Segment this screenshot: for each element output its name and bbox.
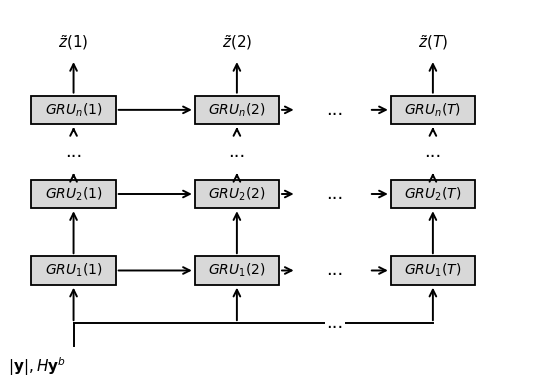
- Text: $GRU_1(1)$: $GRU_1(1)$: [45, 262, 102, 279]
- Text: ...: ...: [326, 101, 344, 119]
- FancyBboxPatch shape: [31, 95, 116, 124]
- FancyBboxPatch shape: [195, 180, 279, 208]
- FancyBboxPatch shape: [195, 256, 279, 285]
- Text: ...: ...: [326, 185, 344, 203]
- Text: ...: ...: [326, 314, 344, 332]
- Text: $GRU_n(2)$: $GRU_n(2)$: [208, 101, 266, 119]
- FancyBboxPatch shape: [31, 256, 116, 285]
- Text: $GRU_n(T)$: $GRU_n(T)$: [404, 101, 461, 119]
- FancyBboxPatch shape: [390, 95, 475, 124]
- Text: $|\mathbf{y}|, H\mathbf{y}^b$: $|\mathbf{y}|, H\mathbf{y}^b$: [8, 355, 66, 378]
- Text: $\tilde{z}(2)$: $\tilde{z}(2)$: [222, 33, 252, 52]
- Text: ...: ...: [424, 143, 442, 161]
- Text: $GRU_2(1)$: $GRU_2(1)$: [45, 185, 102, 203]
- Text: $\tilde{z}(T)$: $\tilde{z}(T)$: [418, 33, 448, 52]
- Text: ...: ...: [326, 262, 344, 279]
- FancyBboxPatch shape: [390, 180, 475, 208]
- Text: $GRU_1(T)$: $GRU_1(T)$: [404, 262, 461, 279]
- Text: $GRU_2(2)$: $GRU_2(2)$: [208, 185, 266, 203]
- Text: $GRU_2(T)$: $GRU_2(T)$: [404, 185, 461, 203]
- FancyBboxPatch shape: [195, 95, 279, 124]
- Text: $GRU_1(2)$: $GRU_1(2)$: [208, 262, 266, 279]
- Text: $GRU_n(1)$: $GRU_n(1)$: [45, 101, 102, 119]
- Text: ...: ...: [228, 143, 245, 161]
- FancyBboxPatch shape: [390, 256, 475, 285]
- Text: ...: ...: [65, 143, 82, 161]
- Text: $\tilde{z}(1)$: $\tilde{z}(1)$: [58, 33, 89, 52]
- FancyBboxPatch shape: [31, 180, 116, 208]
